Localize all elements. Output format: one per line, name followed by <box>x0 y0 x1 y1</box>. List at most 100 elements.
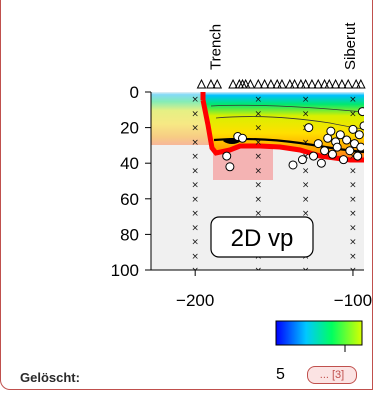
event-point <box>326 126 336 136</box>
profile-node: × <box>255 95 263 105</box>
profile-node: × <box>191 152 199 162</box>
y-tick-label: 80 <box>120 225 139 244</box>
event-point <box>332 142 342 152</box>
station-marker <box>343 78 354 89</box>
profile-node: × <box>255 166 263 176</box>
profile-node: × <box>302 166 310 176</box>
event-point <box>353 151 363 161</box>
profile-node: × <box>191 181 199 191</box>
event-point <box>238 133 248 143</box>
annotation-box <box>210 216 314 258</box>
profile-node: × <box>349 181 357 191</box>
station-marker <box>253 78 264 89</box>
event-point <box>345 146 355 156</box>
annotation-label: 2D vp <box>231 225 294 252</box>
station-marker <box>228 78 238 89</box>
profile-node: × <box>255 209 263 219</box>
profile-node: × <box>255 152 263 162</box>
y-tick-label: 100 <box>111 261 139 280</box>
profile-node: × <box>349 166 357 176</box>
profile-node: × <box>255 124 263 134</box>
station-marker <box>240 78 251 89</box>
profile-node: × <box>349 252 357 262</box>
profile-node: × <box>349 209 357 219</box>
event-point <box>335 130 345 140</box>
colorbar-tick-label: 5 <box>276 366 285 383</box>
event-point <box>222 151 232 161</box>
station-marker <box>212 78 223 89</box>
y-tick-label: 40 <box>120 154 139 173</box>
profile-node: × <box>255 181 263 191</box>
station-marker <box>313 78 324 89</box>
profile-node: × <box>349 109 357 119</box>
profile-node: × <box>302 181 310 191</box>
profile-node: × <box>191 95 199 105</box>
profile-node: × <box>191 195 199 205</box>
profile-node: × <box>191 266 199 276</box>
event-point <box>288 160 298 170</box>
event-point <box>342 135 352 145</box>
event-point <box>354 130 364 140</box>
event-point <box>297 155 307 165</box>
profile-node: × <box>349 152 357 162</box>
station-marker <box>259 78 270 89</box>
event-point <box>356 142 364 152</box>
event-point <box>309 151 319 161</box>
station-marker <box>307 78 317 89</box>
station-marker <box>206 78 216 89</box>
site-label: Siberut <box>342 22 359 70</box>
station-marker <box>356 78 366 89</box>
profile-node: × <box>191 138 199 148</box>
station-marker <box>319 78 330 89</box>
profile-node: × <box>191 252 199 262</box>
event-point <box>357 107 364 117</box>
station-marker <box>245 78 256 89</box>
station-marker <box>300 78 311 89</box>
station-marker <box>277 78 287 89</box>
station-marker <box>289 78 300 89</box>
station-marker <box>330 78 341 89</box>
profile-node: × <box>349 195 357 205</box>
site-label: Trench <box>208 24 225 70</box>
station-marker <box>196 78 207 89</box>
profile-node: × <box>302 109 310 119</box>
profile-node: × <box>255 266 263 276</box>
comment-reference-button[interactable]: ... [3] <box>307 366 357 384</box>
profile-node: × <box>349 223 357 233</box>
profile-node: × <box>191 223 199 233</box>
event-point <box>359 121 364 131</box>
event-point <box>304 123 314 133</box>
profile-node: × <box>302 95 310 105</box>
profile-node: × <box>302 195 310 205</box>
event-point <box>320 146 330 156</box>
profile-node: × <box>302 266 310 276</box>
model-boundary <box>200 99 364 163</box>
profile-node: × <box>191 238 199 248</box>
profile-node: × <box>255 109 263 119</box>
y-tick-label: 0 <box>130 83 139 102</box>
event-point <box>338 155 348 165</box>
deleted-label: Gelöscht: <box>20 370 80 385</box>
y-tick-label: 60 <box>120 190 139 209</box>
station-marker <box>351 78 361 89</box>
y-tick-label: 20 <box>120 119 139 138</box>
x-tick-label: −200 <box>176 291 214 310</box>
profile-node: × <box>191 209 199 219</box>
event-point <box>225 162 235 172</box>
station-marker <box>285 78 295 89</box>
event-point <box>313 139 323 149</box>
profile-node: × <box>255 195 263 205</box>
profile-node: × <box>349 238 357 248</box>
profile-node: × <box>349 266 357 276</box>
profile-node: × <box>191 109 199 119</box>
event-point <box>348 124 358 134</box>
station-marker <box>337 78 347 89</box>
station-marker <box>296 78 306 89</box>
profile-node: × <box>191 166 199 176</box>
station-marker <box>266 78 276 89</box>
station-marker <box>272 78 283 89</box>
event-point <box>316 158 326 168</box>
profile-node: × <box>302 138 310 148</box>
colorbar <box>275 320 363 346</box>
